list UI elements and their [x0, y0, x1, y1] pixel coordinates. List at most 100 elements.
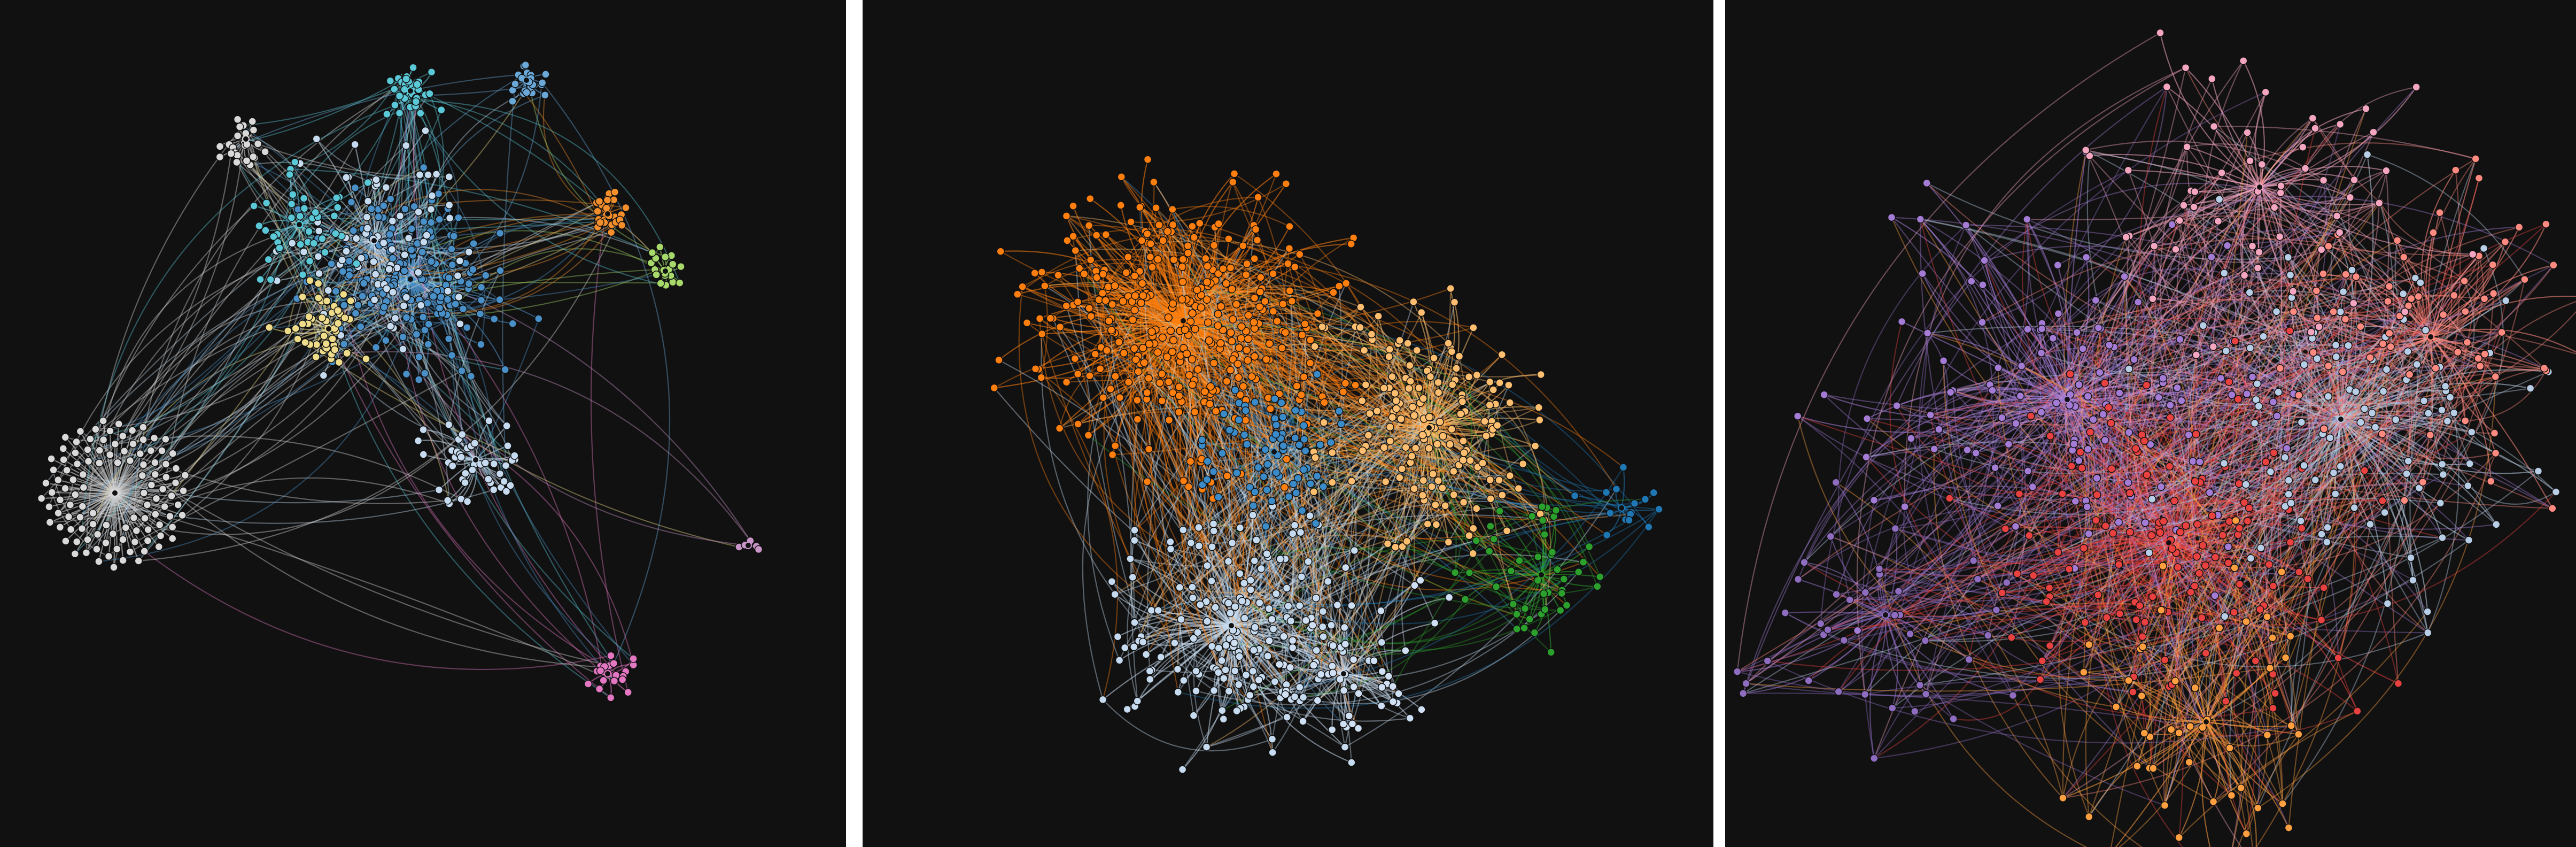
node	[1250, 556, 1259, 565]
node	[1205, 399, 1214, 409]
node	[457, 366, 466, 375]
edge	[1245, 321, 1474, 401]
edge	[1351, 418, 1425, 687]
node	[1270, 395, 1279, 403]
edge	[1428, 384, 1453, 428]
edge	[2096, 341, 2234, 521]
node	[1123, 705, 1131, 714]
edge	[2206, 721, 2290, 828]
node	[331, 229, 340, 238]
hub-node	[1340, 670, 1347, 677]
edge	[2300, 311, 2406, 579]
edge	[1271, 332, 1308, 502]
node	[1219, 264, 1228, 273]
node	[495, 229, 505, 237]
node	[108, 529, 118, 538]
node	[83, 445, 92, 454]
node	[1263, 652, 1272, 660]
node	[1655, 505, 1663, 514]
edge	[1804, 561, 2300, 642]
edge	[2042, 246, 2253, 661]
node	[298, 270, 307, 279]
edge	[2144, 221, 2219, 523]
node	[1216, 302, 1225, 311]
edge	[1162, 375, 1394, 702]
node	[395, 212, 405, 220]
edge	[2340, 418, 2557, 492]
edge	[2304, 279, 2525, 366]
edge	[1337, 605, 1348, 674]
edge	[112, 477, 450, 535]
edge	[1258, 324, 1296, 438]
edge	[1313, 388, 1410, 666]
edge	[124, 450, 461, 504]
node	[126, 548, 135, 556]
edge	[2379, 202, 2432, 337]
node	[382, 284, 391, 293]
edge	[1804, 529, 2177, 602]
node	[1244, 334, 1253, 343]
node	[399, 345, 407, 353]
edge	[1150, 294, 1239, 365]
edge	[2468, 485, 2557, 505]
node	[114, 420, 123, 428]
node	[1211, 603, 1220, 612]
node	[1062, 378, 1071, 387]
node	[1385, 345, 1394, 354]
edge	[2108, 407, 2443, 538]
node	[79, 470, 88, 479]
node	[1037, 268, 1046, 276]
node	[1277, 398, 1286, 407]
node	[449, 232, 458, 241]
node	[1238, 597, 1246, 605]
node	[69, 475, 77, 484]
edge	[2340, 278, 2416, 420]
edge	[2355, 276, 2431, 338]
node	[78, 502, 87, 511]
edge	[442, 221, 602, 314]
node	[1407, 452, 1416, 460]
edge	[1896, 405, 2050, 588]
node	[256, 275, 265, 284]
edge	[2321, 419, 2342, 535]
node	[1091, 350, 1100, 359]
node	[1230, 666, 1239, 675]
node	[1133, 415, 1142, 424]
edge	[1134, 540, 1200, 675]
node	[301, 338, 309, 347]
node	[1394, 689, 1403, 698]
edge	[404, 89, 666, 286]
edge	[1095, 353, 1246, 411]
node	[461, 469, 470, 478]
node	[1168, 348, 1177, 356]
node	[521, 60, 530, 70]
node	[1388, 413, 1397, 422]
edge	[1242, 326, 1356, 602]
edge	[2129, 482, 2289, 495]
edge	[1168, 382, 1345, 675]
node	[1432, 520, 1441, 529]
node	[1262, 549, 1271, 558]
edge	[1331, 452, 1403, 548]
node	[265, 323, 274, 332]
edge	[2340, 312, 2344, 420]
node	[1347, 240, 1355, 248]
node	[1298, 330, 1307, 340]
edge	[2430, 264, 2554, 337]
edge	[2046, 559, 2178, 602]
node	[428, 191, 437, 200]
edge	[1885, 614, 1926, 641]
node	[139, 489, 148, 497]
node	[1268, 748, 1277, 757]
edge	[2340, 419, 2443, 538]
edge	[2128, 680, 2207, 722]
node	[477, 296, 486, 305]
node	[71, 550, 80, 558]
edge	[1874, 399, 2068, 501]
node	[1225, 426, 1234, 435]
edge	[1261, 349, 1391, 678]
edge	[122, 300, 327, 436]
edge	[1170, 548, 1375, 661]
node	[1203, 561, 1212, 570]
node	[463, 497, 472, 506]
